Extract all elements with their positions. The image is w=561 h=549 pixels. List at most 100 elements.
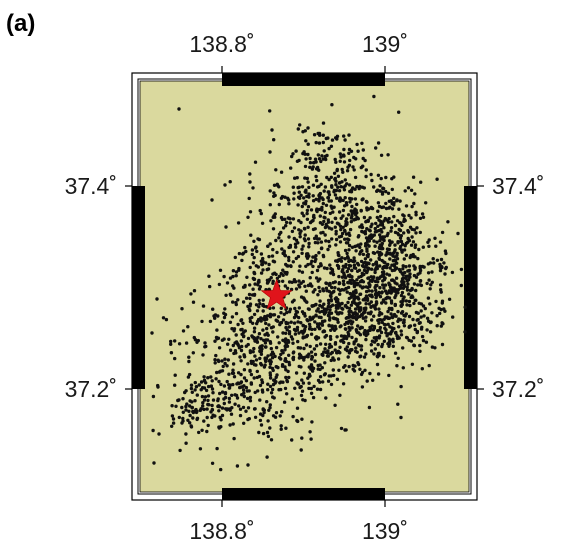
event-dot xyxy=(217,359,221,364)
event-dot xyxy=(318,214,322,218)
event-dot xyxy=(306,319,310,323)
event-dot xyxy=(359,165,363,170)
event-dot xyxy=(258,285,262,289)
event-dot xyxy=(297,219,301,223)
event-dot xyxy=(346,213,351,217)
event-dot xyxy=(205,429,209,434)
event-dot xyxy=(403,270,407,275)
event-dot xyxy=(391,321,395,326)
event-dot xyxy=(264,321,268,326)
event-dot xyxy=(284,224,288,228)
event-dot xyxy=(244,379,249,383)
event-dot xyxy=(252,376,256,380)
event-dot xyxy=(246,304,250,309)
event-dot xyxy=(326,379,331,383)
event-dot xyxy=(201,353,205,357)
event-dot xyxy=(431,257,435,261)
event-dot xyxy=(334,160,338,164)
event-dot xyxy=(269,360,273,364)
event-dot xyxy=(399,311,404,315)
event-dot xyxy=(372,336,376,340)
event-dot xyxy=(177,415,181,420)
event-dot xyxy=(329,304,333,309)
event-dot xyxy=(443,249,448,253)
event-dot xyxy=(369,343,373,347)
event-dot xyxy=(364,219,369,223)
event-dot xyxy=(333,193,338,197)
event-dot xyxy=(308,276,312,280)
event-dot xyxy=(229,412,234,416)
event-dot xyxy=(200,319,204,324)
event-dot xyxy=(251,350,255,354)
event-dot xyxy=(327,177,331,182)
event-dot xyxy=(337,181,342,185)
event-dot xyxy=(257,237,262,242)
event-dot xyxy=(365,298,370,302)
event-dot xyxy=(424,201,428,205)
event-dot xyxy=(308,430,312,434)
event-dot xyxy=(177,107,181,111)
event-dot xyxy=(246,336,251,341)
event-dot xyxy=(342,274,347,278)
event-dot xyxy=(299,384,303,389)
event-dot xyxy=(269,391,274,395)
event-dot xyxy=(342,282,346,286)
event-dot xyxy=(214,377,218,381)
event-dot xyxy=(282,251,286,255)
event-dot xyxy=(319,263,323,268)
event-dot xyxy=(398,228,403,233)
event-dot xyxy=(377,313,381,317)
event-dot xyxy=(267,408,271,412)
event-dot xyxy=(373,226,377,231)
event-dot xyxy=(329,204,333,208)
event-dot xyxy=(231,300,235,304)
event-dot xyxy=(315,268,320,273)
event-dot xyxy=(310,259,314,263)
event-dot xyxy=(350,204,354,209)
event-dot xyxy=(306,152,310,157)
event-dot xyxy=(356,243,360,247)
event-dot xyxy=(275,319,280,323)
event-dot xyxy=(297,158,301,163)
event-dot xyxy=(350,268,354,273)
event-dot xyxy=(344,369,349,373)
event-dot xyxy=(319,159,323,164)
event-dot xyxy=(390,207,395,211)
event-dot xyxy=(314,197,318,201)
event-dot xyxy=(236,371,241,375)
event-dot xyxy=(342,160,347,164)
event-dot xyxy=(386,322,390,326)
event-dot xyxy=(213,339,217,343)
event-dot xyxy=(309,391,314,395)
event-dot xyxy=(244,344,248,348)
event-dot xyxy=(202,398,207,402)
event-dot xyxy=(243,245,247,250)
event-dot xyxy=(350,314,355,318)
event-dot xyxy=(287,198,291,202)
event-dot xyxy=(450,270,455,275)
event-dot xyxy=(371,263,375,267)
event-dot xyxy=(266,280,270,285)
event-dot xyxy=(271,382,276,387)
event-dot xyxy=(285,328,289,332)
event-dot xyxy=(375,301,379,305)
event-dot xyxy=(286,216,290,220)
event-dot xyxy=(412,228,417,232)
event-dot xyxy=(412,273,417,278)
event-dot xyxy=(337,222,341,226)
event-dot xyxy=(284,220,289,225)
event-dot xyxy=(376,201,381,205)
event-dot xyxy=(423,306,427,311)
event-dot xyxy=(272,271,277,275)
event-dot xyxy=(206,384,211,389)
event-dot xyxy=(412,282,417,286)
event-dot xyxy=(329,291,333,295)
event-dot xyxy=(298,235,302,239)
event-dot xyxy=(369,224,373,229)
event-dot xyxy=(301,335,305,339)
event-dot xyxy=(222,401,226,406)
event-dot xyxy=(353,244,357,249)
event-dot xyxy=(343,364,347,368)
event-dot xyxy=(363,158,367,163)
event-dot xyxy=(392,201,396,205)
